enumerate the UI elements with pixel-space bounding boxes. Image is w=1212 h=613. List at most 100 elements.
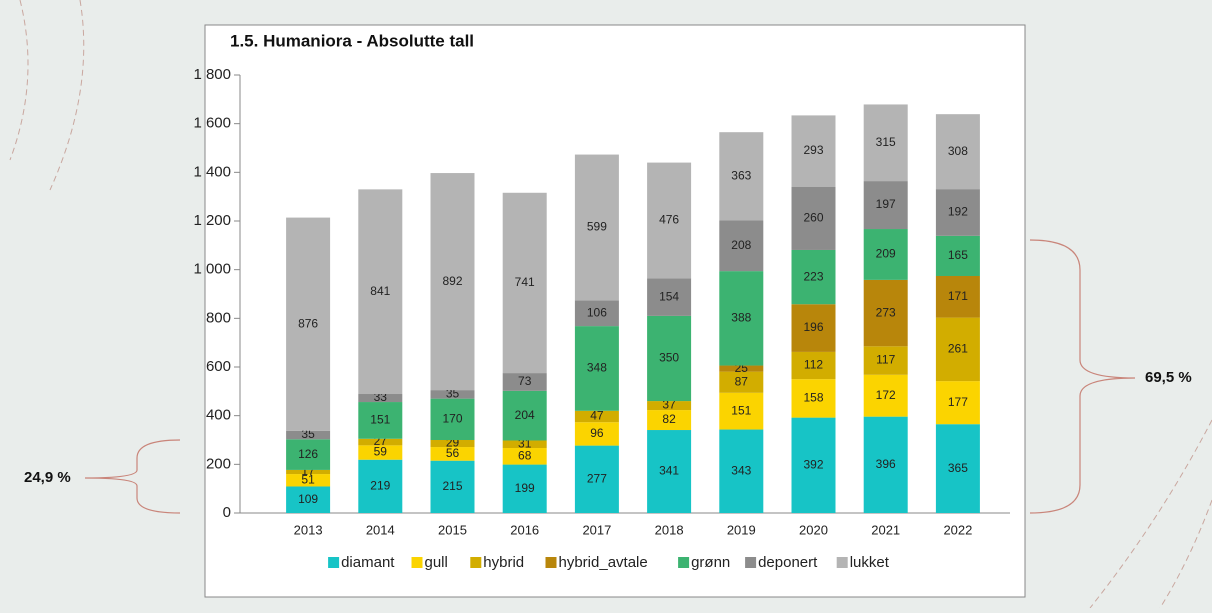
bar-segment xyxy=(719,365,764,372)
bar-segment xyxy=(863,279,908,347)
value-label: 343 xyxy=(731,463,751,477)
y-tick-label: 1 800 xyxy=(193,66,231,83)
x-tick-label: 2019 xyxy=(727,522,756,537)
bar-segment xyxy=(647,410,692,431)
bar-segment xyxy=(647,315,692,402)
bar-segment xyxy=(502,464,547,513)
value-label: 117 xyxy=(876,353,895,367)
value-label: 341 xyxy=(659,464,679,478)
deco-curve xyxy=(1089,419,1212,609)
deco-curve xyxy=(49,0,85,191)
bar-segment xyxy=(935,317,980,382)
bar-segment xyxy=(863,181,908,230)
legend-label: grønn xyxy=(691,554,730,571)
bar-segment xyxy=(719,392,764,430)
value-label: 197 xyxy=(876,197,896,211)
bar-segment xyxy=(430,440,475,448)
value-label: 209 xyxy=(876,247,896,261)
value-label: 599 xyxy=(587,220,607,234)
value-label: 476 xyxy=(659,213,679,227)
annotation: 24,9 % xyxy=(24,469,71,486)
bar-segment xyxy=(574,422,619,446)
value-label: 154 xyxy=(659,289,679,303)
value-label: 96 xyxy=(590,426,604,440)
bar-segment xyxy=(286,430,331,440)
bar-segment xyxy=(647,401,692,411)
value-label: 223 xyxy=(803,269,823,283)
x-tick-label: 2015 xyxy=(438,522,467,537)
bar-segment xyxy=(502,192,547,374)
value-label: 37 xyxy=(662,398,676,412)
bar-segment xyxy=(863,104,908,182)
bar-segment xyxy=(719,429,764,513)
bar-segment xyxy=(863,346,908,375)
value-label: 51 xyxy=(301,472,315,486)
bar-segment xyxy=(647,278,692,316)
legend-label: hybrid_avtale xyxy=(559,554,648,571)
deco-curve xyxy=(9,0,29,161)
x-tick-label: 2016 xyxy=(510,522,539,537)
bar-segment xyxy=(935,114,980,190)
value-label: 308 xyxy=(948,144,968,158)
decoration xyxy=(9,0,1212,609)
value-label: 388 xyxy=(731,311,751,325)
value-label: 208 xyxy=(731,238,751,252)
value-label: 215 xyxy=(442,479,462,493)
brace xyxy=(1029,239,1136,514)
bar-segment xyxy=(358,394,403,403)
bar-segment xyxy=(863,416,908,513)
value-label: 841 xyxy=(370,284,390,298)
y-tick-label: 400 xyxy=(206,407,231,424)
annotation: 69,5 % xyxy=(1145,369,1192,386)
value-label: 192 xyxy=(948,205,968,219)
y-tick-label: 800 xyxy=(206,309,231,326)
bar-segment xyxy=(791,249,836,305)
bar-segment xyxy=(791,304,836,352)
value-label: 199 xyxy=(515,481,535,495)
value-label: 73 xyxy=(518,374,532,388)
legend-label: gull xyxy=(425,554,448,571)
value-label: 59 xyxy=(374,445,388,459)
value-label: 204 xyxy=(515,408,535,422)
value-label: 261 xyxy=(948,342,968,356)
value-label: 126 xyxy=(298,447,318,461)
value-label: 68 xyxy=(518,448,532,462)
bar-segment xyxy=(719,220,764,272)
value-label: 56 xyxy=(446,446,460,460)
x-tick-label: 2014 xyxy=(366,522,395,537)
bar-segment xyxy=(791,115,836,187)
bar-segment xyxy=(502,448,547,465)
value-label: 741 xyxy=(515,275,535,289)
bar-segment xyxy=(502,390,547,441)
bar-segment xyxy=(286,439,331,470)
value-label: 151 xyxy=(370,413,390,427)
value-label: 892 xyxy=(442,274,462,288)
value-label: 363 xyxy=(731,169,751,183)
bar-segment xyxy=(430,460,475,513)
value-label: 165 xyxy=(948,248,968,262)
value-label: 196 xyxy=(803,320,823,334)
bar-segment xyxy=(286,469,331,475)
bar-segment xyxy=(286,486,331,513)
y-tick-label: 1 000 xyxy=(193,261,231,278)
bar-segment xyxy=(358,189,403,395)
bar-segment xyxy=(935,424,980,513)
value-label: 112 xyxy=(804,358,823,372)
value-label: 151 xyxy=(731,403,751,417)
x-tick-label: 2021 xyxy=(871,522,900,537)
bar-segment xyxy=(863,229,908,280)
legend-swatch xyxy=(545,557,557,568)
bar-segment xyxy=(430,398,475,440)
value-label: 171 xyxy=(948,289,968,303)
legend-swatch xyxy=(678,557,690,568)
bar-segment xyxy=(358,445,403,460)
bar-segment xyxy=(647,430,692,513)
value-label: 350 xyxy=(659,351,679,365)
legend-swatch xyxy=(328,557,340,568)
bar-segment xyxy=(430,390,475,399)
bar-segment xyxy=(574,445,619,513)
bar-segment xyxy=(502,373,547,391)
legend-label: hybrid xyxy=(483,554,524,571)
brace xyxy=(84,439,181,514)
